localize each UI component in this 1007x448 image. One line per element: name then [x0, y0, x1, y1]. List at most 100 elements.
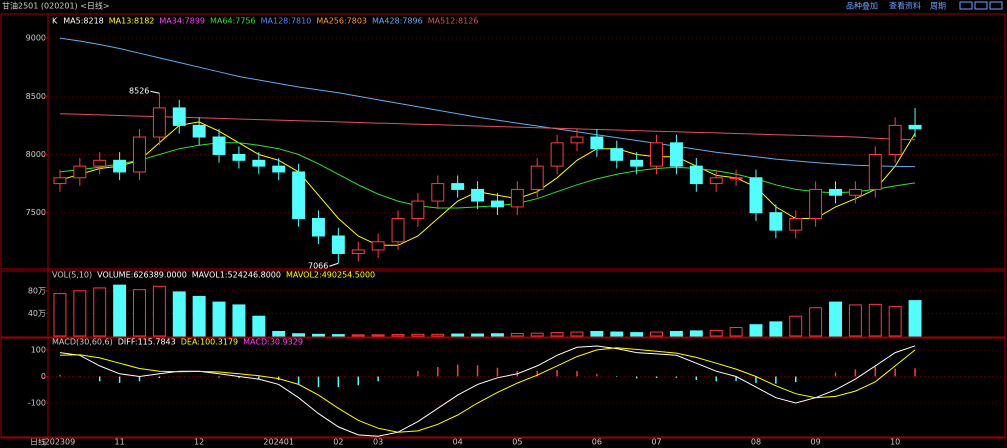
- trough-annotation: 7066: [308, 262, 328, 271]
- candle-body: [590, 136, 604, 150]
- y-tick-label: 0: [41, 372, 46, 381]
- y-tick-label: 8500: [26, 92, 46, 101]
- candle-body: [610, 148, 624, 161]
- y-tick-label: -100: [28, 399, 46, 408]
- period-link[interactable]: 周期: [930, 2, 946, 11]
- x-tick-label: 04: [453, 438, 463, 447]
- panel-border: [0, 13, 1006, 270]
- legend-entry: MA256:7803: [316, 17, 367, 26]
- x-tick-label: 02: [333, 438, 343, 447]
- layout-button[interactable]: [974, 1, 988, 10]
- x-tick-label: 08: [751, 438, 761, 447]
- volume-bar: [312, 333, 325, 337]
- candle-body: [769, 212, 783, 231]
- candle-body: [829, 188, 842, 196]
- instrument-title: 甘油2501 (020201) <日线>: [2, 1, 110, 11]
- volume-bar: [908, 300, 922, 337]
- layout-button[interactable]: [989, 1, 1003, 10]
- info-link[interactable]: 查看资料: [889, 1, 921, 11]
- candle-body: [510, 188, 524, 208]
- candle-body: [550, 142, 564, 167]
- layout-button[interactable]: [959, 1, 973, 10]
- candle-body: [709, 177, 723, 185]
- legend-entry: MA34:7899: [159, 17, 205, 26]
- volume-bar: [192, 295, 206, 337]
- volume-bar: [53, 293, 67, 337]
- legend-prefix: K: [52, 17, 58, 26]
- legend-entry: MACD:30.9329: [243, 338, 303, 347]
- annotation-arrow: [329, 262, 339, 267]
- candle-body: [133, 136, 146, 173]
- candle-body: [312, 218, 325, 237]
- ma-line: [59, 142, 916, 209]
- ma-line: [59, 121, 916, 246]
- y-tick-label: 8000: [26, 150, 46, 159]
- candle-body: [570, 136, 584, 144]
- volume-bar: [530, 332, 544, 337]
- volume-bar: [431, 333, 445, 337]
- volume-bar: [510, 332, 524, 337]
- legend-entry: MA13:8182: [109, 17, 155, 26]
- candle-body: [232, 153, 246, 161]
- x-tick-label: 11: [115, 438, 125, 447]
- macd-line: [59, 347, 916, 433]
- legend-entry: MAVOL1:524246.8000: [192, 271, 281, 280]
- volume-bar: [570, 331, 584, 337]
- candle-body: [888, 124, 902, 155]
- ma-line: [59, 113, 916, 141]
- volume-bar: [451, 333, 465, 337]
- volume-bar: [789, 315, 803, 337]
- candle-body: [431, 183, 445, 202]
- candle-body: [212, 136, 226, 155]
- y-tick-label: 80万: [28, 286, 46, 295]
- peak-annotation: 8526: [129, 87, 149, 96]
- volume-bar: [411, 333, 425, 337]
- volume-bar: [113, 284, 127, 337]
- x-tick-label: 03: [373, 438, 383, 447]
- candle-body: [749, 177, 763, 214]
- volume-bar: [133, 289, 146, 337]
- y-tick-label: 40万: [28, 309, 46, 318]
- candle-body: [490, 200, 504, 208]
- candle-body: [689, 165, 703, 185]
- candle-body: [848, 188, 862, 196]
- volume-bar: [490, 333, 504, 337]
- volume-bar: [391, 334, 405, 337]
- legend-entry: MA428:7896: [372, 17, 423, 26]
- legend-entry: MA64:7756: [210, 17, 256, 26]
- period-label: 日线: [30, 437, 46, 447]
- volume-bar: [749, 324, 763, 337]
- candle-body: [331, 235, 345, 254]
- annotation-arrow: [150, 90, 160, 94]
- candle-body: [809, 188, 823, 220]
- volume-bar: [172, 291, 186, 337]
- candle-body: [371, 241, 385, 251]
- volume-bar: [212, 301, 226, 337]
- legend-entry: MAVOL2:490254.5000: [286, 271, 375, 280]
- panel-border: [0, 337, 1006, 439]
- candle-body: [93, 159, 107, 167]
- volume-bar: [252, 315, 266, 337]
- y-tick-label: 100: [31, 345, 46, 354]
- y-tick-label: 9000: [26, 34, 46, 43]
- volume-bar: [610, 331, 624, 337]
- candle-body: [908, 124, 922, 130]
- overlay-link[interactable]: 品种叠加: [846, 1, 878, 11]
- candle-body: [351, 249, 365, 254]
- x-tick-label: 09: [811, 438, 821, 447]
- volume-bar: [351, 334, 365, 337]
- legend-entry: MA128:7810: [261, 17, 312, 26]
- volume-bar: [888, 306, 902, 337]
- candle-body: [669, 142, 683, 167]
- volume-bar: [650, 331, 663, 337]
- volume-bar: [729, 327, 743, 337]
- volume-bar: [630, 332, 644, 337]
- volume-bar: [848, 304, 862, 337]
- volume-bar: [689, 330, 703, 337]
- candle-body: [530, 165, 544, 190]
- volume-bar: [272, 330, 286, 337]
- x-tick-label: 202309: [45, 438, 76, 447]
- candle-body: [471, 188, 485, 202]
